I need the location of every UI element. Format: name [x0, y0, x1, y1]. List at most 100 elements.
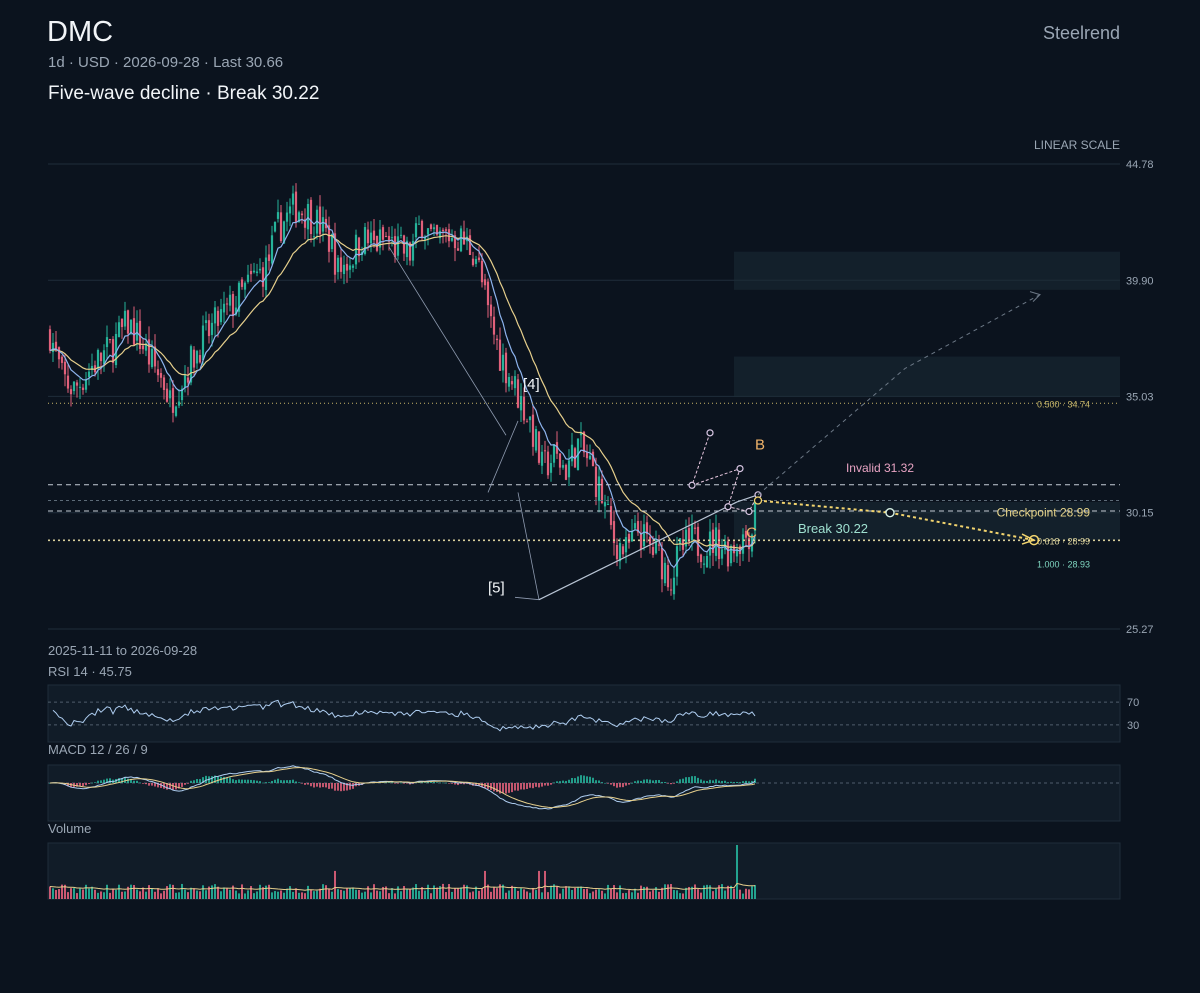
volume-bar	[688, 886, 690, 899]
macd-bar	[328, 783, 330, 789]
volume-bar	[298, 892, 300, 899]
candle-body	[375, 235, 379, 251]
candle-body	[216, 310, 220, 326]
volume-bar	[385, 886, 387, 899]
candle-body	[336, 257, 340, 273]
volume-bar	[145, 891, 147, 899]
macd-bar	[751, 780, 753, 783]
candle-body	[186, 377, 190, 383]
candle-body	[717, 529, 721, 560]
volume-bar	[214, 884, 216, 899]
volume-bar	[232, 885, 234, 899]
macd-bar	[388, 782, 390, 783]
target-zone	[734, 251, 1120, 290]
volume-bar	[613, 885, 615, 899]
volume-bar	[91, 886, 93, 899]
candle-body	[225, 303, 229, 305]
wave-4-label: [4]	[523, 376, 540, 393]
macd-bar	[127, 778, 129, 783]
volume-bar	[520, 888, 522, 899]
candle-body	[675, 546, 679, 577]
macd-bar	[619, 783, 621, 788]
candle-body	[705, 555, 709, 568]
macd-bar	[559, 781, 561, 783]
macd-bar	[76, 783, 78, 787]
macd-bar	[121, 778, 123, 783]
macd-bar	[517, 783, 519, 791]
macd-bar	[430, 781, 432, 783]
candle-body	[747, 537, 751, 550]
volume-bar	[253, 893, 255, 899]
candle-body	[684, 529, 688, 547]
volume-bar	[187, 892, 189, 899]
macd-bar	[304, 783, 306, 785]
macd-bar	[85, 783, 87, 786]
candle-body	[66, 375, 70, 389]
macd-bar	[397, 783, 399, 784]
volume-bar	[241, 884, 243, 899]
candle-body	[84, 380, 88, 390]
candle-body	[81, 387, 85, 390]
candle-body	[543, 450, 547, 452]
volume-bar	[475, 886, 477, 899]
macd-bar	[607, 783, 609, 784]
candle-body	[720, 549, 724, 559]
volume-bar	[97, 892, 99, 899]
macd-bar	[193, 780, 195, 783]
macd-bar	[724, 780, 726, 783]
wave-c-label: C	[746, 525, 757, 542]
volume-bar	[265, 885, 267, 899]
candle-body	[711, 529, 715, 553]
candle-body	[456, 248, 460, 251]
candle-body	[252, 270, 256, 273]
volume-bar	[157, 888, 159, 899]
macd-bar	[625, 783, 627, 786]
volume-bar	[403, 886, 405, 899]
y-tick-label: 25.27	[1126, 624, 1154, 636]
candle-body	[504, 352, 508, 384]
macd-bar	[331, 783, 333, 789]
macd-bar	[187, 783, 189, 784]
candle-body	[402, 235, 406, 254]
macd-bar	[544, 783, 546, 786]
macd-bar	[541, 783, 543, 787]
macd-label: MACD 12 / 26 / 9	[48, 742, 148, 757]
candle-body	[273, 221, 277, 232]
candle-body	[249, 270, 253, 275]
volume-bar	[85, 884, 87, 899]
macd-bar	[199, 779, 201, 783]
volume-bar	[400, 891, 402, 899]
macd-bar	[694, 776, 696, 783]
candle-body	[267, 254, 271, 261]
candle-body	[423, 236, 427, 240]
volume-bar	[391, 888, 393, 899]
fib-050-label: 0.500 · 34.74	[1037, 399, 1090, 409]
candle-body	[453, 235, 457, 249]
macd-bar	[637, 780, 639, 783]
volume-bar	[235, 890, 237, 899]
fib-0618-label: 0.618 · 28.99	[1037, 536, 1090, 546]
macd-bar	[679, 779, 681, 783]
macd-bar	[697, 777, 699, 783]
abc-point	[745, 507, 753, 516]
candle-body	[114, 333, 118, 366]
volume-bar	[706, 884, 708, 899]
macd-bar	[709, 779, 711, 783]
volume-bar	[466, 885, 468, 899]
volume-bar	[67, 892, 69, 899]
volume-bar	[94, 889, 96, 899]
volume-bar	[154, 891, 156, 899]
volume-bar	[418, 890, 420, 899]
volume-bar	[724, 890, 726, 899]
volume-bar	[505, 892, 507, 899]
volume-bar	[172, 884, 174, 899]
volume-bar	[658, 891, 660, 899]
volume-bar	[190, 887, 192, 899]
macd-bar	[148, 783, 150, 786]
candle-body	[555, 442, 559, 454]
volume-bar	[58, 889, 60, 899]
candle-body	[678, 538, 682, 545]
volume-bar	[691, 886, 693, 899]
macd-bar	[700, 779, 702, 783]
macd-bar	[79, 783, 81, 787]
